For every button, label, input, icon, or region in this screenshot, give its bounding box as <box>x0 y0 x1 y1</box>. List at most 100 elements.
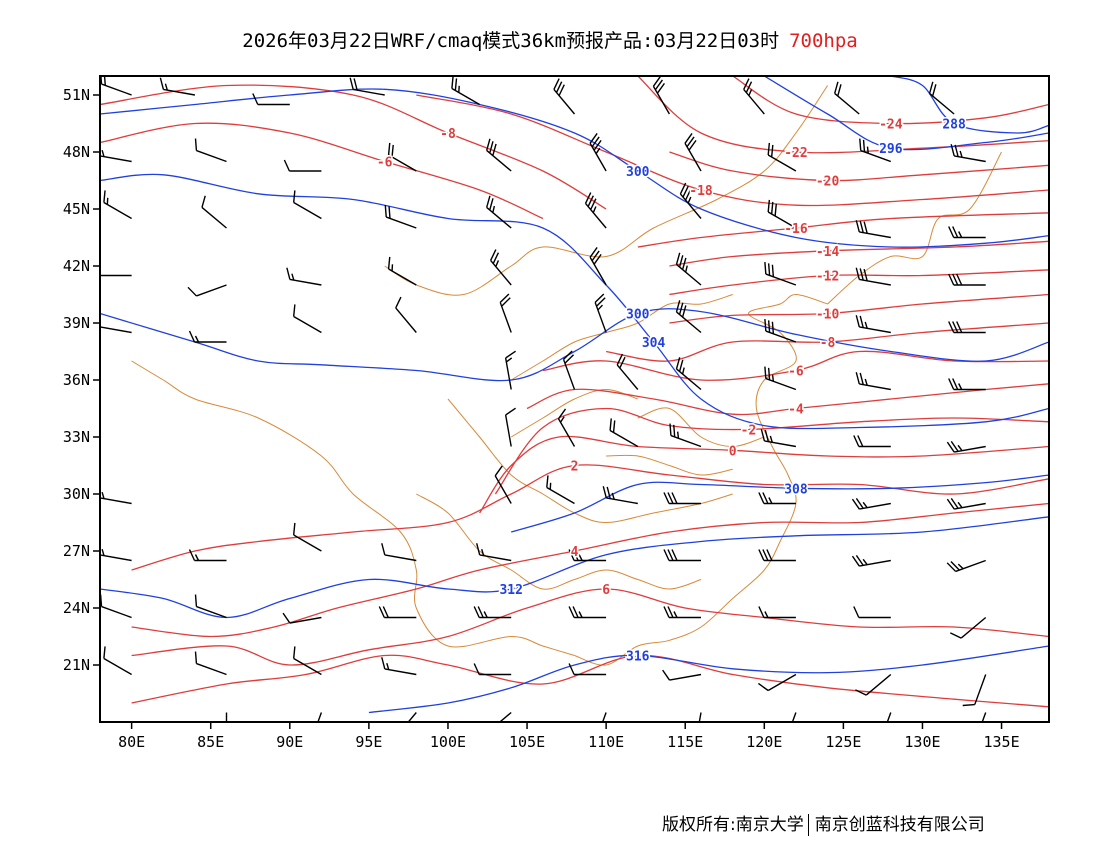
wind-barb-flag <box>395 296 402 309</box>
wind-barb-flag <box>946 441 955 453</box>
temperature-contour-line <box>669 269 1049 296</box>
wind-barb-flag <box>100 76 103 85</box>
wind-barb <box>499 293 512 333</box>
wind-barb-flag <box>667 549 674 561</box>
wind-barb-half-flag <box>684 265 688 273</box>
temperature-contour-line <box>669 151 1049 182</box>
wind-barb-flag <box>568 663 575 675</box>
wind-barb <box>292 304 322 334</box>
wind-barb <box>948 378 986 391</box>
y-tick-label: 24N <box>63 599 90 617</box>
wind-barb-flag <box>767 320 771 333</box>
wind-barb-flag <box>678 255 684 268</box>
wind-barb-staff <box>553 89 576 115</box>
y-tick-label: 21N <box>63 656 90 674</box>
temperature-contour-line <box>526 383 1049 416</box>
wind-barb-flag <box>946 498 955 510</box>
wind-barb-staff <box>196 284 227 297</box>
wind-barb-staff <box>309 712 323 722</box>
wind-barb-flag <box>758 492 765 504</box>
wind-barb-staff <box>101 83 132 96</box>
wind-barb-staff <box>388 268 417 286</box>
wind-barb-staff <box>196 605 227 619</box>
wind-barb-flag <box>494 465 503 477</box>
wind-barb <box>494 465 512 504</box>
wind-barb <box>679 182 702 219</box>
wind-barb <box>100 264 132 277</box>
wind-barb-flag <box>952 321 959 333</box>
temperature-contour-line <box>100 84 607 210</box>
wind-barb-half-flag <box>957 501 963 509</box>
wind-barb-flag <box>855 220 860 233</box>
wind-barb <box>395 296 417 333</box>
wind-barb-staff <box>100 326 132 334</box>
wind-barb-flag <box>767 367 771 380</box>
wind-barb <box>475 543 512 562</box>
wind-barb-staff <box>103 201 132 220</box>
wind-barb-staff <box>929 92 955 115</box>
wind-barb-half-flag <box>194 554 200 561</box>
height-contour-line <box>100 308 1049 382</box>
wind-barb-half-flag <box>673 611 678 618</box>
wind-barb-staff <box>451 87 480 106</box>
wind-barb-flag <box>667 606 674 618</box>
temperature-contour-label: -4 <box>788 403 804 418</box>
wind-barb-half-flag <box>957 563 964 570</box>
wind-barb-flag <box>673 424 676 437</box>
wind-barb-flag <box>381 543 386 556</box>
wind-barb-flag <box>602 486 607 499</box>
wind-barb-half-flag <box>864 378 868 386</box>
wind-barb-staff <box>954 445 986 453</box>
wind-barb <box>594 712 607 722</box>
wind-barb-half-flag <box>771 374 775 382</box>
wind-barb-half-flag <box>458 85 460 93</box>
temperature-contour-line <box>131 464 1049 571</box>
wind-barb <box>194 594 227 619</box>
temperature-contour-line <box>131 588 1049 666</box>
temperature-contour-label: 0 <box>729 444 737 459</box>
wind-barb <box>504 350 517 390</box>
wind-barb-flag <box>505 407 517 416</box>
wind-barb <box>568 606 607 619</box>
wind-barb-flag <box>950 144 955 157</box>
wind-barb <box>557 408 576 447</box>
wind-barb-flag <box>349 77 354 90</box>
wind-barb-flag <box>681 305 687 318</box>
wind-barb-staff <box>101 605 132 619</box>
temperature-contour-label: 6 <box>602 583 610 598</box>
x-axis: 80E 85E 90E 95E 100E 105E 110E 115E 120E 125E 130E… <box>118 722 1020 751</box>
wind-barb-staff <box>100 554 132 562</box>
wind-barb <box>949 616 987 639</box>
y-axis: 51N 48N 45N 42N 39N 36N 33N 30N 27N 24N 21N <box>63 86 100 674</box>
wind-barb-staff <box>196 662 227 676</box>
temperature-contour-label: -16 <box>784 222 808 237</box>
wind-barb <box>568 549 607 562</box>
temperature-contour-line <box>100 122 544 220</box>
wind-barb <box>562 350 576 390</box>
wind-barb-flag <box>862 139 866 152</box>
wind-barb-flag <box>489 198 494 211</box>
wind-barb-staff <box>676 311 702 334</box>
wind-barb <box>743 78 765 115</box>
wind-barb-flag <box>486 138 491 151</box>
wind-barb-flag <box>688 139 697 151</box>
wind-barb-flag <box>489 249 497 261</box>
wind-barb-flag <box>956 273 963 286</box>
wind-barb <box>387 142 417 172</box>
wind-barb-flag <box>771 264 775 277</box>
wind-barb-flag <box>587 195 594 207</box>
y-tick-label: 27N <box>63 542 90 560</box>
border-line <box>510 388 638 438</box>
temperature-contour-line <box>131 654 1049 708</box>
wind-barb-flag <box>764 366 767 379</box>
wind-barb-staff <box>100 497 132 505</box>
x-tick-label: 80E <box>118 733 145 751</box>
y-tick-label: 48N <box>63 143 90 161</box>
wind-barb-staff <box>589 142 607 172</box>
wind-barb-staff <box>767 211 797 229</box>
wind-barb-flag <box>584 192 592 204</box>
wind-barb <box>946 441 986 453</box>
wind-barb-flag <box>853 606 860 618</box>
wind-barb-half-flag <box>862 501 868 509</box>
wind-barb-half-flag <box>101 492 105 499</box>
